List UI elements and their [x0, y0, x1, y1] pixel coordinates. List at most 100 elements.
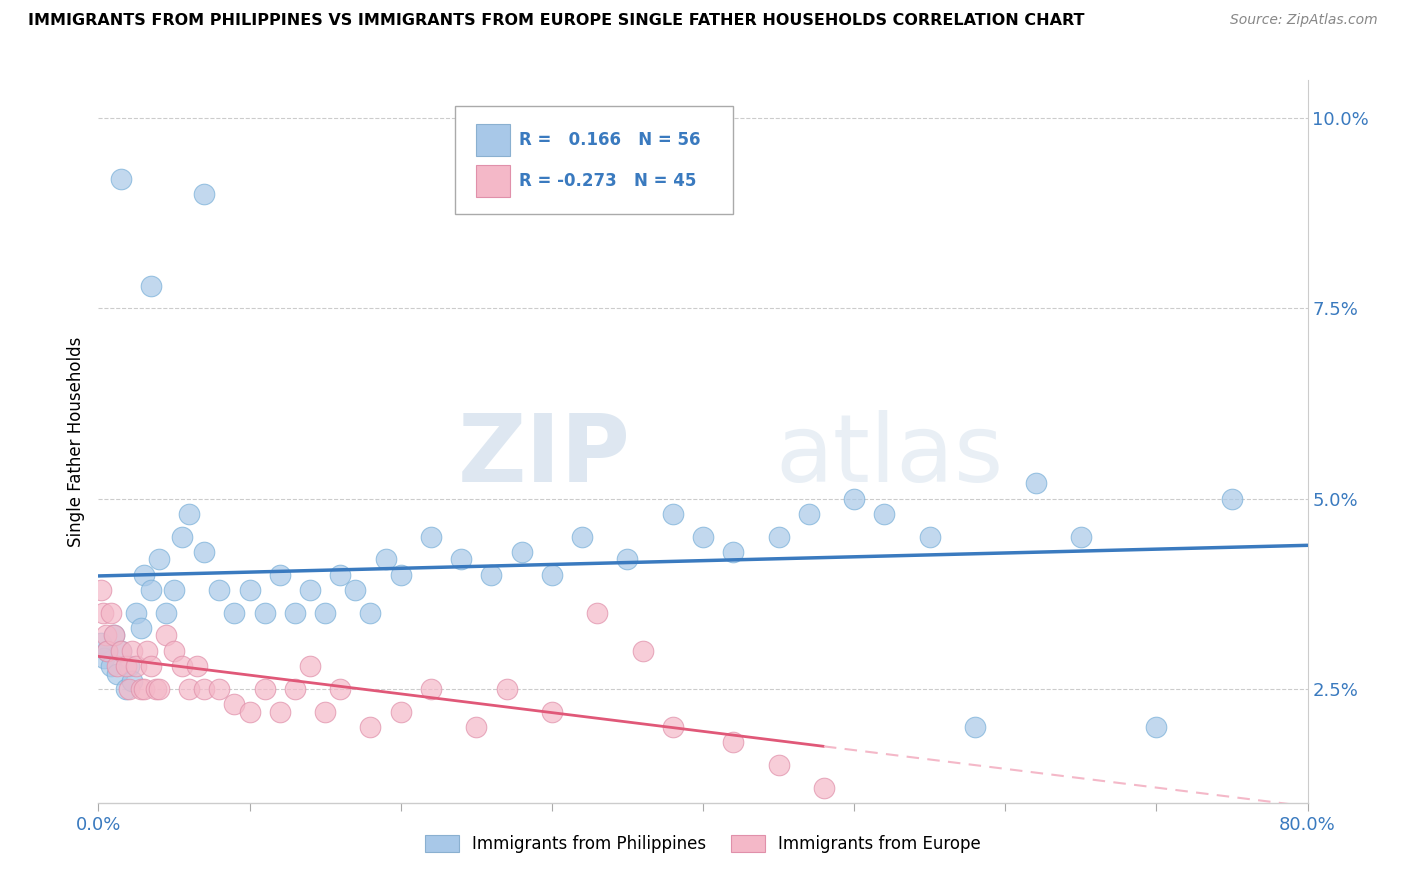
Point	[141, 659, 163, 673]
Point	[661, 507, 683, 521]
Point	[284, 606, 307, 620]
Point	[186, 659, 208, 673]
Point	[118, 659, 141, 673]
Point	[96, 643, 118, 657]
Point	[132, 681, 155, 696]
Point	[692, 530, 714, 544]
Point	[145, 681, 167, 696]
Text: atlas: atlas	[776, 410, 1004, 502]
Point	[844, 491, 866, 506]
Point	[193, 681, 215, 696]
Point	[94, 628, 117, 642]
Point	[571, 530, 593, 544]
Point	[269, 567, 291, 582]
Point	[768, 757, 790, 772]
Y-axis label: Single Father Households: Single Father Households	[66, 336, 84, 547]
Text: Source: ZipAtlas.com: Source: ZipAtlas.com	[1230, 13, 1378, 28]
Point	[90, 582, 112, 597]
Point	[253, 606, 276, 620]
Point	[768, 530, 790, 544]
Point	[170, 530, 193, 544]
Point	[170, 659, 193, 673]
Point	[100, 606, 122, 620]
Point	[193, 545, 215, 559]
Point	[90, 636, 112, 650]
Point	[105, 666, 128, 681]
Point	[299, 582, 322, 597]
Point	[797, 507, 820, 521]
Point	[100, 659, 122, 673]
Point	[155, 628, 177, 642]
Point	[420, 681, 443, 696]
Point	[129, 621, 152, 635]
Point	[918, 530, 941, 544]
Point	[179, 507, 201, 521]
Point	[540, 567, 562, 582]
Point	[118, 681, 141, 696]
Point	[155, 606, 177, 620]
Point	[121, 643, 143, 657]
Point	[110, 172, 132, 186]
Point	[208, 582, 231, 597]
Point	[1220, 491, 1243, 506]
Point	[224, 697, 246, 711]
Point	[723, 735, 745, 749]
Point	[103, 628, 125, 642]
FancyBboxPatch shape	[475, 124, 509, 156]
Point	[103, 628, 125, 642]
FancyBboxPatch shape	[475, 165, 509, 197]
Point	[105, 659, 128, 673]
Point	[495, 681, 517, 696]
Point	[389, 567, 412, 582]
Text: ZIP: ZIP	[457, 410, 630, 502]
Point	[141, 278, 163, 293]
Point	[179, 681, 201, 696]
Point	[125, 606, 148, 620]
Point	[129, 681, 152, 696]
Point	[163, 643, 186, 657]
Point	[91, 606, 114, 620]
Point	[125, 659, 148, 673]
Point	[965, 720, 987, 734]
Point	[420, 530, 443, 544]
Point	[163, 582, 186, 597]
Point	[450, 552, 472, 566]
Point	[269, 705, 291, 719]
Point	[284, 681, 307, 696]
Legend: Immigrants from Philippines, Immigrants from Europe: Immigrants from Philippines, Immigrants …	[419, 828, 987, 860]
Text: R =   0.166   N = 56: R = 0.166 N = 56	[519, 130, 700, 149]
Point	[224, 606, 246, 620]
Point	[314, 705, 336, 719]
Point	[110, 643, 132, 657]
Point	[661, 720, 683, 734]
Point	[193, 187, 215, 202]
Point	[141, 582, 163, 597]
Point	[114, 681, 136, 696]
Point	[329, 681, 352, 696]
Point	[121, 674, 143, 689]
Point	[540, 705, 562, 719]
Point	[329, 567, 352, 582]
Point	[239, 705, 262, 719]
Point	[873, 507, 896, 521]
Point	[96, 643, 118, 657]
Point	[110, 643, 132, 657]
Point	[1070, 530, 1092, 544]
Point	[299, 659, 322, 673]
Point	[114, 659, 136, 673]
Point	[465, 720, 488, 734]
Point	[586, 606, 609, 620]
Point	[344, 582, 367, 597]
Point	[360, 606, 382, 620]
Point	[510, 545, 533, 559]
Point	[723, 545, 745, 559]
Point	[93, 651, 115, 665]
Point	[148, 552, 170, 566]
Point	[314, 606, 336, 620]
Point	[148, 681, 170, 696]
Point	[813, 780, 835, 795]
Point	[208, 681, 231, 696]
Text: R = -0.273   N = 45: R = -0.273 N = 45	[519, 172, 696, 190]
Point	[389, 705, 412, 719]
Point	[360, 720, 382, 734]
